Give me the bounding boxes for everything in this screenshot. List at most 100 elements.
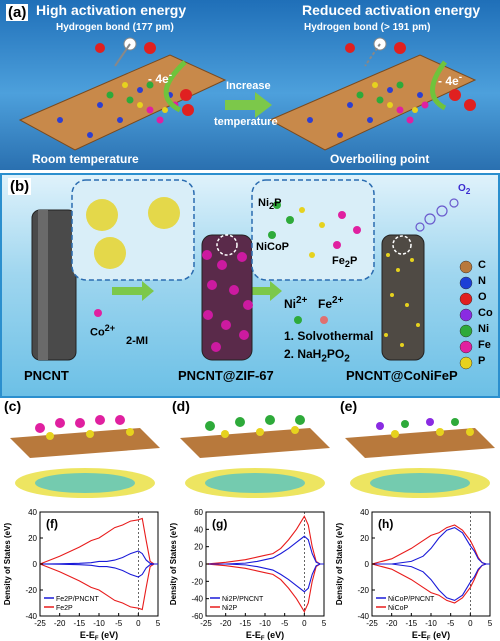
legend-dot-n xyxy=(459,276,473,290)
y-tick-label: 40 xyxy=(194,525,203,534)
arrow-text-temperature: temperature xyxy=(214,116,278,128)
x-tick-label: -25 xyxy=(366,619,378,628)
left-slab-atoms xyxy=(57,87,173,138)
dos-chart-1: -25 -20 -15 -10 -5 0 5 -60 -40 -20 0 20 40 60 (g) E-EF … xyxy=(169,508,327,641)
structure-e-label: (e) xyxy=(340,398,358,414)
y-tick-label: 0 xyxy=(365,560,370,569)
step-2-label: 2. NaH2PO2 xyxy=(284,347,350,365)
right-reaction-arrow xyxy=(430,60,448,111)
arrow-step-2 xyxy=(242,281,282,301)
legend-label-p: P xyxy=(478,355,486,367)
panel-b-label: (b) xyxy=(8,178,32,195)
legend-label-n: N xyxy=(478,275,486,287)
structure-d xyxy=(180,415,330,498)
structure-c-label: (c) xyxy=(4,398,22,414)
panel-a-label: (a) xyxy=(6,4,29,21)
ni2p-label: Ni2P xyxy=(258,197,282,212)
right-title: Reduced activation energy xyxy=(302,2,481,18)
legend-entry: Ni2P/PNCNT xyxy=(222,596,264,603)
legend-dot-p xyxy=(459,356,473,370)
x-tick-label: -10 xyxy=(425,619,437,628)
panel-a-graphic xyxy=(18,37,477,151)
series-fe2p-down xyxy=(39,563,158,611)
panel-b: (b) PNCNT Co2+ 2-MI PNCNT@ZIF-67 Ni2P Ni… xyxy=(0,173,500,398)
pncnt-label: PNCNT xyxy=(24,368,69,383)
left-reaction-arrow xyxy=(163,60,187,113)
x-tick-label: -10 xyxy=(259,619,271,628)
y-tick-label: -20 xyxy=(25,586,37,595)
series-nicop-pncnt-down xyxy=(372,563,490,602)
element-legend xyxy=(459,260,473,370)
dos-charts: -25 -20 -15 -10 -5 0 5 -40 -20 0 20 40 (f) E-EF (eV) D… xyxy=(3,508,493,641)
product-tube xyxy=(381,234,425,361)
chart-panel-label: (h) xyxy=(378,517,393,531)
left-o2-atom-2 xyxy=(182,104,194,116)
increase-temperature-arrow xyxy=(225,92,272,118)
right-reaction-label: - 4e- xyxy=(438,72,463,88)
zif-label: PNCNT@ZIF-67 xyxy=(178,368,274,383)
right-caption: Overboiling point xyxy=(330,152,430,166)
y-tick-label: 40 xyxy=(360,508,369,517)
x-axis-label: E-EF (eV) xyxy=(80,630,118,641)
x-tick-label: -25 xyxy=(200,619,212,628)
y-tick-label: -40 xyxy=(25,612,37,621)
legend-entry: Fe2P/PNCNT xyxy=(56,596,100,603)
y-tick-label: -20 xyxy=(357,586,369,595)
y-tick-label: 0 xyxy=(199,560,204,569)
y-tick-label: 20 xyxy=(194,543,203,552)
x-tick-label: 0 xyxy=(302,619,307,628)
series-ni2p-pncnt-up xyxy=(206,535,324,565)
y-tick-label: 60 xyxy=(194,508,203,517)
legend-dot-ni xyxy=(459,324,473,338)
y-tick-label: 0 xyxy=(33,560,38,569)
y-tick-label: 40 xyxy=(28,508,37,517)
x-tick-label: -5 xyxy=(281,619,289,628)
series-fe2p-pncnt-down xyxy=(39,563,158,578)
left-water-oxygen xyxy=(95,43,105,53)
zif-zoom-box xyxy=(71,179,195,281)
left-title: High activation energy xyxy=(36,2,187,18)
x-tick-label: -5 xyxy=(447,619,455,628)
left-o2-atom-1 xyxy=(180,89,192,101)
x-tick-label: -20 xyxy=(220,619,232,628)
x-axis-label: E-EF (eV) xyxy=(412,630,450,641)
y-tick-label: 20 xyxy=(360,534,369,543)
x-tick-label: 0 xyxy=(136,619,141,628)
x-tick-label: -20 xyxy=(54,619,66,628)
mi-label: 2-MI xyxy=(126,335,148,347)
x-tick-label: -15 xyxy=(74,619,86,628)
legend-entry: Fe2P xyxy=(56,605,73,612)
fe-ion-label: Fe2+ xyxy=(318,295,344,311)
series-fe2p-up xyxy=(39,517,158,565)
x-tick-label: -15 xyxy=(406,619,418,628)
fe2p-label: Fe2P xyxy=(332,255,358,270)
legend-entry: NiCoP xyxy=(388,605,409,612)
y-tick-label: -40 xyxy=(191,595,203,604)
y-axis-label: Density of States (eV) xyxy=(3,523,12,606)
co-ion-label: Co2+ xyxy=(90,323,116,339)
oxygen-bubbles xyxy=(415,198,459,232)
series-ni2p-up xyxy=(205,515,324,565)
x-tick-label: 5 xyxy=(488,619,493,628)
dos-chart-0: -25 -20 -15 -10 -5 0 5 -40 -20 0 20 40 (f) E-EF (eV) D… xyxy=(3,508,161,641)
legend-entry: Ni2P xyxy=(222,605,238,612)
series-fe2p-pncnt-up xyxy=(39,550,158,565)
legend-entry: NiCoP/PNCNT xyxy=(388,596,435,603)
left-catalyst-slab xyxy=(18,54,227,151)
structure-e xyxy=(345,418,495,498)
series-nicop-pncnt-up xyxy=(372,526,490,565)
legend-dot-c xyxy=(459,260,473,274)
legend-dot-o xyxy=(459,292,473,306)
left-caption: Room temperature xyxy=(32,152,139,166)
left-reaction-label: - 4e- xyxy=(148,70,173,86)
legend-label-ni: Ni xyxy=(478,323,489,335)
legend-dot-co xyxy=(459,308,473,322)
chart-panel-label: (f) xyxy=(46,517,58,531)
x-tick-label: -25 xyxy=(34,619,46,628)
arrow-text-increase: Increase xyxy=(226,80,271,92)
legend-label-co: Co xyxy=(478,307,493,319)
legend-label-o: O xyxy=(478,291,487,303)
dos-chart-2: -25 -20 -15 -10 -5 0 5 -40 -20 0 20 40 (h) E-EF (eV) D… xyxy=(335,508,493,641)
o2-label: O2 xyxy=(458,183,471,196)
series-ni2p-pncnt-down xyxy=(206,563,324,593)
